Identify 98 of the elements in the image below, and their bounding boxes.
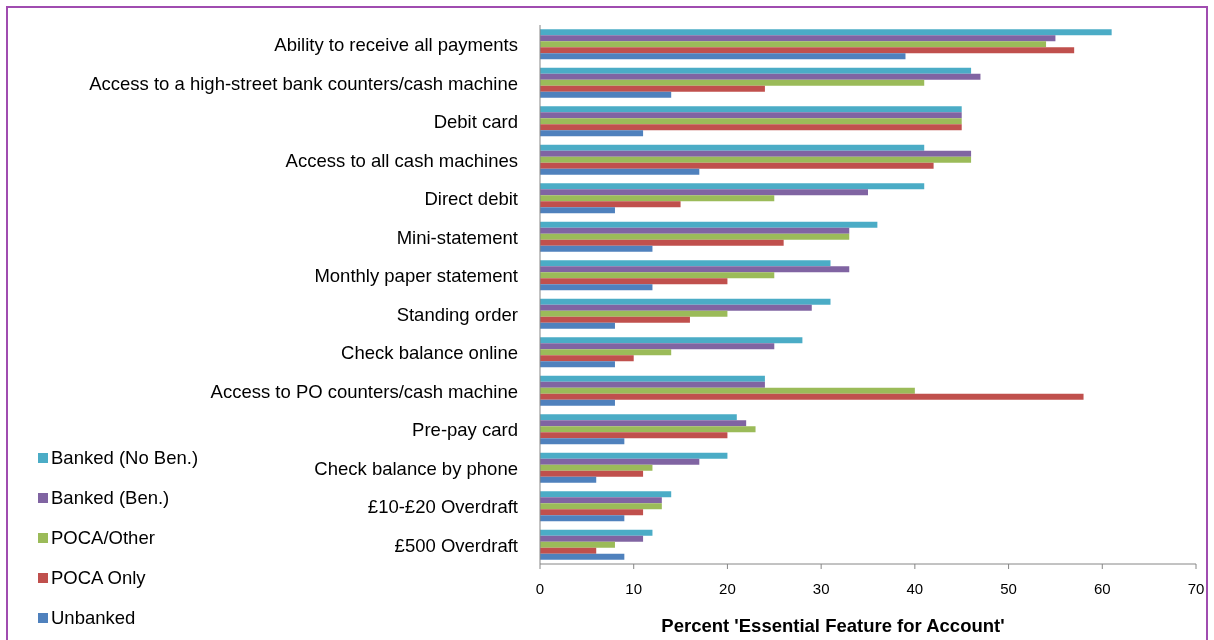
bar	[540, 476, 597, 483]
bar	[540, 349, 672, 356]
bar	[540, 29, 1112, 36]
y-tick-label: Check balance online	[341, 341, 518, 363]
bar	[540, 304, 812, 311]
bar	[540, 515, 625, 522]
bar	[540, 503, 662, 510]
bar	[540, 221, 878, 228]
legend-label: POCA/Other	[51, 527, 155, 549]
bar	[540, 381, 765, 388]
bar	[540, 168, 700, 175]
bar	[540, 509, 644, 516]
y-tick-label: Standing order	[396, 303, 518, 325]
bar	[540, 47, 1075, 54]
bar	[540, 387, 915, 394]
bar	[540, 227, 850, 234]
bar	[540, 150, 972, 157]
bar	[540, 233, 850, 240]
legend-label: POCA Only	[51, 567, 146, 589]
y-tick-label: Access to PO counters/cash machine	[210, 380, 518, 402]
bar	[540, 355, 634, 362]
bar	[540, 491, 672, 498]
bar	[540, 41, 1047, 48]
bar	[540, 79, 925, 86]
bar	[540, 112, 962, 119]
bar	[540, 85, 765, 92]
bar	[540, 458, 700, 465]
bar	[540, 195, 775, 202]
bar	[540, 438, 625, 445]
bar	[540, 535, 644, 542]
bar	[540, 426, 756, 433]
bar	[540, 106, 962, 113]
x-tick-label: 70	[1187, 579, 1205, 597]
legend-label: Banked (Ben.)	[51, 487, 170, 509]
y-tick-label: Check balance by phone	[314, 457, 518, 479]
x-tick-label: 0	[535, 579, 545, 597]
bar	[540, 272, 775, 279]
bar	[540, 284, 653, 291]
x-tick-label: 10	[625, 579, 643, 597]
bar	[540, 162, 934, 169]
bar	[540, 464, 653, 471]
y-tick-label: Ability to receive all payments	[274, 33, 518, 55]
x-axis-title: Percent 'Essential Feature for Account'	[661, 615, 1005, 636]
bar	[540, 239, 784, 246]
bar	[540, 298, 831, 305]
bar	[540, 399, 615, 406]
bar	[540, 183, 925, 190]
legend-label: Banked (No Ben.)	[51, 447, 199, 469]
bar	[540, 91, 672, 98]
legend-label: Unbanked	[51, 607, 136, 629]
bar	[540, 432, 728, 439]
bar	[540, 375, 765, 382]
bar	[540, 310, 728, 317]
bar	[540, 266, 850, 273]
bar	[540, 497, 662, 504]
y-tick-label: Access to a high-street bank counters/cash machine	[89, 72, 518, 94]
x-tick-label: 30	[812, 579, 830, 597]
bar	[540, 73, 981, 80]
bar	[540, 529, 653, 536]
bar	[540, 260, 831, 267]
y-tick-label: Direct debit	[424, 187, 518, 209]
bar	[540, 278, 728, 285]
bar	[540, 452, 728, 459]
bar	[540, 316, 690, 323]
bar	[540, 470, 644, 477]
y-tick-label: Pre-pay card	[412, 418, 518, 440]
y-tick-label: Debit card	[433, 110, 518, 132]
bar	[540, 245, 653, 252]
bar	[540, 337, 803, 344]
bar	[540, 414, 737, 421]
x-tick-label: 20	[719, 579, 736, 597]
bar	[540, 130, 644, 137]
bar	[540, 541, 615, 548]
bar	[540, 35, 1056, 42]
bar	[540, 553, 625, 560]
x-tick-label: 50	[1000, 579, 1017, 597]
y-tick-label: £10-£20 Overdraft	[367, 495, 518, 517]
bar	[540, 156, 972, 163]
bar	[540, 343, 775, 350]
x-tick-label: 60	[1093, 579, 1111, 597]
bar	[540, 547, 597, 554]
bar	[540, 124, 962, 131]
bar	[540, 361, 615, 368]
x-tick-label: 40	[906, 579, 924, 597]
bar	[540, 67, 972, 74]
bar	[540, 53, 906, 60]
bar	[540, 322, 615, 329]
bar	[540, 144, 925, 151]
y-tick-label: Mini-statement	[396, 226, 518, 248]
bar	[540, 393, 1084, 400]
bar	[540, 189, 868, 196]
bar	[540, 420, 747, 427]
y-tick-label: Access to all cash machines	[285, 149, 518, 171]
bar	[540, 207, 615, 214]
bar	[540, 201, 681, 208]
y-tick-label: Monthly paper statement	[314, 264, 518, 286]
bar	[540, 118, 962, 125]
y-tick-label: £500 Overdraft	[394, 534, 518, 556]
